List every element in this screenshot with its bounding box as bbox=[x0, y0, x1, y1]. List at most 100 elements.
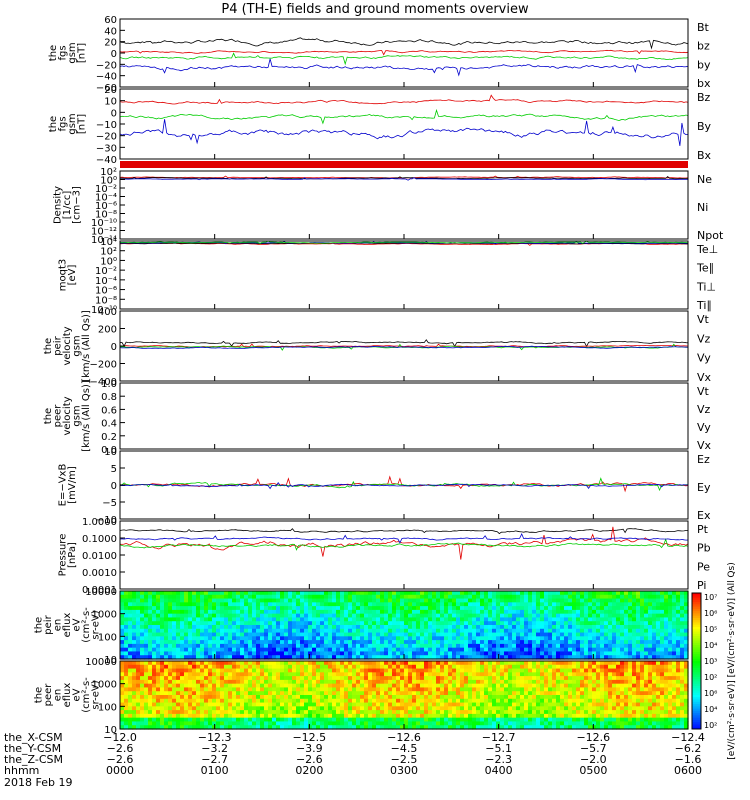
heat-cell bbox=[492, 698, 497, 704]
heat-cell bbox=[528, 668, 533, 673]
heat-cell bbox=[660, 628, 665, 634]
heat-cell bbox=[400, 609, 405, 615]
heat-cell bbox=[208, 702, 213, 707]
heat-cell bbox=[588, 647, 593, 653]
heat-cell bbox=[456, 640, 461, 645]
heat-cell bbox=[532, 706, 537, 711]
heat-cell bbox=[336, 621, 341, 626]
heat-cell bbox=[572, 710, 577, 715]
heat-cell bbox=[600, 613, 605, 619]
heat-cell bbox=[628, 609, 633, 615]
heat-cell bbox=[280, 676, 285, 681]
heat-cell bbox=[224, 698, 229, 704]
heat-cell bbox=[548, 598, 553, 603]
heat-cell bbox=[284, 628, 289, 634]
heat-cell bbox=[316, 628, 321, 634]
heat-cell bbox=[560, 691, 565, 696]
heat-cell bbox=[540, 706, 545, 711]
heat-cell bbox=[292, 668, 297, 673]
heat-cell bbox=[416, 725, 421, 730]
heat-cell bbox=[220, 687, 225, 692]
heat-cell bbox=[268, 617, 273, 622]
heat-cell bbox=[372, 598, 377, 603]
heat-cell bbox=[480, 617, 485, 622]
heat-cell bbox=[420, 717, 425, 723]
heat-cell bbox=[292, 710, 297, 715]
heat-cell bbox=[620, 651, 625, 656]
heat-cell bbox=[612, 643, 617, 649]
heat-cell bbox=[352, 628, 357, 634]
heat-cell bbox=[636, 606, 641, 611]
heat-cell bbox=[596, 717, 601, 723]
heat-cell bbox=[124, 617, 129, 622]
heat-cell bbox=[316, 725, 321, 730]
heat-cell bbox=[148, 655, 153, 660]
heat-cell bbox=[180, 640, 185, 645]
heat-cell bbox=[228, 591, 233, 596]
heat-cell bbox=[408, 647, 413, 653]
heat-cell bbox=[400, 713, 405, 719]
heat-cell bbox=[516, 661, 521, 666]
heat-cell bbox=[476, 679, 481, 685]
heat-cell bbox=[408, 725, 413, 730]
heat-cell bbox=[140, 664, 145, 670]
heat-cell bbox=[544, 698, 549, 704]
heat-cell bbox=[292, 655, 297, 660]
heat-cell bbox=[508, 695, 513, 700]
heat-cell bbox=[424, 664, 429, 670]
heat-cell bbox=[216, 643, 221, 649]
heat-cell bbox=[568, 617, 573, 622]
heat-cell bbox=[332, 710, 337, 715]
heat-cell bbox=[156, 606, 161, 611]
heat-cell bbox=[176, 632, 181, 637]
heat-cell bbox=[540, 651, 545, 656]
heat-cell bbox=[128, 661, 133, 666]
heat-cell bbox=[612, 651, 617, 656]
heat-cell bbox=[392, 672, 397, 677]
heat-cell bbox=[268, 721, 273, 726]
heat-cell bbox=[444, 628, 449, 634]
heat-cell bbox=[512, 640, 517, 645]
heat-cell bbox=[348, 602, 353, 607]
heat-cell bbox=[128, 679, 133, 685]
heat-cell bbox=[308, 625, 313, 630]
heat-cell bbox=[404, 683, 409, 689]
heat-cell bbox=[396, 613, 401, 619]
heat-cell bbox=[384, 594, 389, 600]
heat-cell bbox=[512, 617, 517, 622]
heat-cell bbox=[388, 625, 393, 630]
heat-cell bbox=[192, 598, 197, 603]
heat-cell bbox=[352, 702, 357, 707]
heat-cell bbox=[264, 721, 269, 726]
heat-cell bbox=[528, 710, 533, 715]
heat-cell bbox=[412, 643, 417, 649]
heat-cell bbox=[612, 628, 617, 634]
heat-cell bbox=[632, 640, 637, 645]
heat-cell bbox=[124, 643, 129, 649]
heat-cell bbox=[264, 628, 269, 634]
heat-cell bbox=[204, 691, 209, 696]
heat-cell bbox=[372, 672, 377, 677]
heat-cell bbox=[576, 717, 581, 723]
heat-cell bbox=[208, 661, 213, 666]
heat-cell bbox=[252, 617, 257, 622]
heat-cell bbox=[548, 643, 553, 649]
heat-cell bbox=[224, 640, 229, 645]
heat-cell bbox=[364, 683, 369, 689]
heat-cell bbox=[200, 717, 205, 723]
heat-cell bbox=[436, 647, 441, 653]
heat-cell bbox=[412, 647, 417, 653]
heat-cell bbox=[556, 683, 561, 689]
heat-cell bbox=[252, 625, 257, 630]
heat-cell bbox=[520, 676, 525, 681]
heat-cell bbox=[556, 621, 561, 626]
series-Pt bbox=[119, 528, 689, 535]
heat-cell bbox=[388, 725, 393, 730]
heat-cell bbox=[560, 640, 565, 645]
heat-cell bbox=[620, 640, 625, 645]
heat-cell bbox=[364, 717, 369, 723]
heat-cell bbox=[208, 683, 213, 689]
heat-cell bbox=[484, 606, 489, 611]
heat-cell bbox=[276, 702, 281, 707]
heat-cell bbox=[640, 606, 645, 611]
